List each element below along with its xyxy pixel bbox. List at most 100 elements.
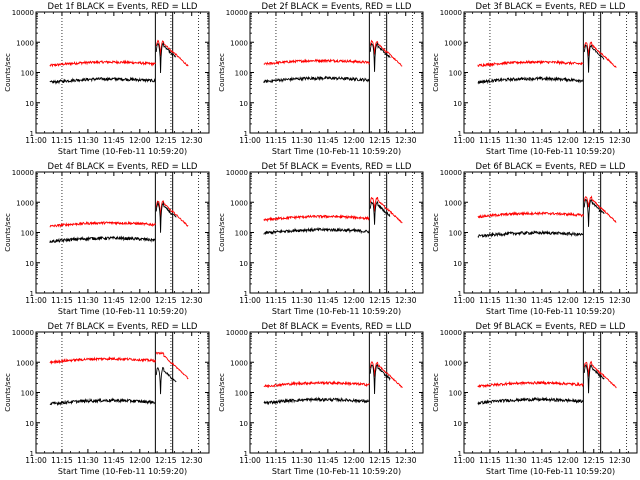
x-tick-label: 11:00 xyxy=(25,136,47,145)
events-series-line xyxy=(477,75,584,85)
lld-series-line xyxy=(369,196,403,224)
events-series-line xyxy=(49,235,156,244)
plot-frame xyxy=(35,11,210,134)
y-axis-label: Counts/sec xyxy=(4,213,12,252)
y-tick-label: 1 xyxy=(458,130,462,138)
panel-2: Det 2f BLACK = Events, RED = LLD Counts/s… xyxy=(218,2,424,156)
lld-series-line xyxy=(263,58,370,66)
y-tick-label: 10000 xyxy=(440,169,462,177)
events-series-line xyxy=(49,76,156,85)
x-tick-label: 11:15 xyxy=(51,296,73,305)
x-tick-label: 11:30 xyxy=(505,296,527,305)
x-tick-label: 11:15 xyxy=(479,456,501,465)
x-tick-label: 12:15 xyxy=(369,136,391,145)
lld-series-line xyxy=(477,380,584,389)
y-tick-label: 10 xyxy=(25,260,34,268)
plot-frame xyxy=(35,171,210,294)
x-tick-label: 12:00 xyxy=(557,136,579,145)
x-tick-label: 12:30 xyxy=(609,456,631,465)
lld-series-line xyxy=(369,360,403,389)
panel-title: Det 9f BLACK = Events, RED = LLD xyxy=(476,322,626,332)
y-tick-label: 10000 xyxy=(12,9,34,17)
panel-title: Det 8f BLACK = Events, RED = LLD xyxy=(262,322,412,332)
panel-title: Det 3f BLACK = Events, RED = LLD xyxy=(476,2,626,12)
x-tick-label: 12:00 xyxy=(557,456,579,465)
y-tick-label: 10 xyxy=(25,420,34,428)
events-series-line xyxy=(369,364,391,394)
x-tick-label: 12:30 xyxy=(395,296,417,305)
panel-title: Det 7f BLACK = Events, RED = LLD xyxy=(48,322,198,332)
y-tick-label: 1000 xyxy=(16,359,34,367)
y-axis-label: Counts/sec xyxy=(432,53,440,92)
y-tick-label: 1000 xyxy=(230,199,248,207)
y-tick-label: 1000 xyxy=(444,359,462,367)
y-tick-label: 1 xyxy=(30,290,34,298)
events-series-line xyxy=(155,42,177,73)
lld-series-line xyxy=(477,59,584,68)
y-tick-label: 1000 xyxy=(444,199,462,207)
x-tick-label: 11:15 xyxy=(479,296,501,305)
lld-series-line xyxy=(263,380,370,389)
y-tick-label: 1 xyxy=(458,450,462,458)
x-tick-label: 11:30 xyxy=(291,296,313,305)
y-tick-label: 10 xyxy=(239,260,248,268)
events-series-line xyxy=(263,75,370,84)
x-tick-label: 12:30 xyxy=(609,136,631,145)
x-tick-label: 11:45 xyxy=(531,456,553,465)
x-axis-label: Start Time (10-Feb-11 10:59:20) xyxy=(272,147,401,156)
lld-series-line xyxy=(583,41,617,68)
lld-series-line xyxy=(583,195,617,223)
x-tick-label: 11:15 xyxy=(479,136,501,145)
y-tick-label: 1 xyxy=(30,130,34,138)
events-series-line xyxy=(583,199,605,227)
y-tick-label: 10 xyxy=(239,100,248,108)
x-tick-label: 11:00 xyxy=(453,456,475,465)
y-tick-label: 100 xyxy=(235,230,248,238)
x-tick-label: 12:30 xyxy=(609,296,631,305)
x-tick-label: 12:15 xyxy=(155,296,177,305)
lld-series-line xyxy=(155,39,189,67)
x-tick-label: 11:00 xyxy=(453,296,475,305)
plot-frame xyxy=(249,11,424,134)
lld-series-line xyxy=(155,200,189,227)
y-tick-label: 100 xyxy=(449,230,462,238)
x-tick-label: 12:15 xyxy=(583,456,605,465)
y-tick-label: 10000 xyxy=(12,169,34,177)
x-tick-label: 12:00 xyxy=(557,296,579,305)
lld-series-line xyxy=(263,214,370,223)
y-tick-label: 100 xyxy=(449,390,462,398)
x-tick-label: 12:15 xyxy=(155,456,177,465)
panel-8: Det 8f BLACK = Events, RED = LLD Counts/s… xyxy=(218,322,424,476)
x-tick-label: 11:30 xyxy=(505,456,527,465)
y-tick-label: 10000 xyxy=(12,329,34,337)
x-axis-label: Start Time (10-Feb-11 10:59:20) xyxy=(486,307,615,316)
x-tick-label: 11:45 xyxy=(103,296,125,305)
x-tick-label: 11:45 xyxy=(103,136,125,145)
x-tick-label: 11:30 xyxy=(505,136,527,145)
y-tick-label: 10000 xyxy=(440,329,462,337)
panel-title: Det 1f BLACK = Events, RED = LLD xyxy=(48,2,198,12)
x-tick-label: 12:30 xyxy=(395,456,417,465)
plot-frame xyxy=(249,171,424,294)
x-axis-label: Start Time (10-Feb-11 10:59:20) xyxy=(58,147,187,156)
x-tick-label: 12:00 xyxy=(129,296,151,305)
x-tick-label: 12:30 xyxy=(181,136,203,145)
x-tick-label: 12:00 xyxy=(129,136,151,145)
y-axis-label: Counts/sec xyxy=(4,53,12,92)
panel-title: Det 4f BLACK = Events, RED = LLD xyxy=(48,162,198,172)
y-tick-label: 10000 xyxy=(226,329,248,337)
y-axis-label: Counts/sec xyxy=(218,53,226,92)
panel-6: Det 6f BLACK = Events, RED = LLD Counts/s… xyxy=(432,162,638,316)
x-tick-label: 12:15 xyxy=(369,296,391,305)
events-series-line xyxy=(583,363,605,394)
y-tick-label: 10 xyxy=(239,420,248,428)
x-tick-label: 11:45 xyxy=(317,456,339,465)
y-tick-label: 10 xyxy=(453,260,462,268)
lld-series-line xyxy=(155,351,189,380)
x-tick-label: 11:00 xyxy=(25,456,47,465)
x-tick-label: 11:30 xyxy=(77,456,99,465)
y-axis-label: Counts/sec xyxy=(218,373,226,412)
panel-1: Det 1f BLACK = Events, RED = LLD Counts/s… xyxy=(4,2,210,156)
x-tick-label: 11:00 xyxy=(25,296,47,305)
y-tick-label: 1 xyxy=(458,290,462,298)
